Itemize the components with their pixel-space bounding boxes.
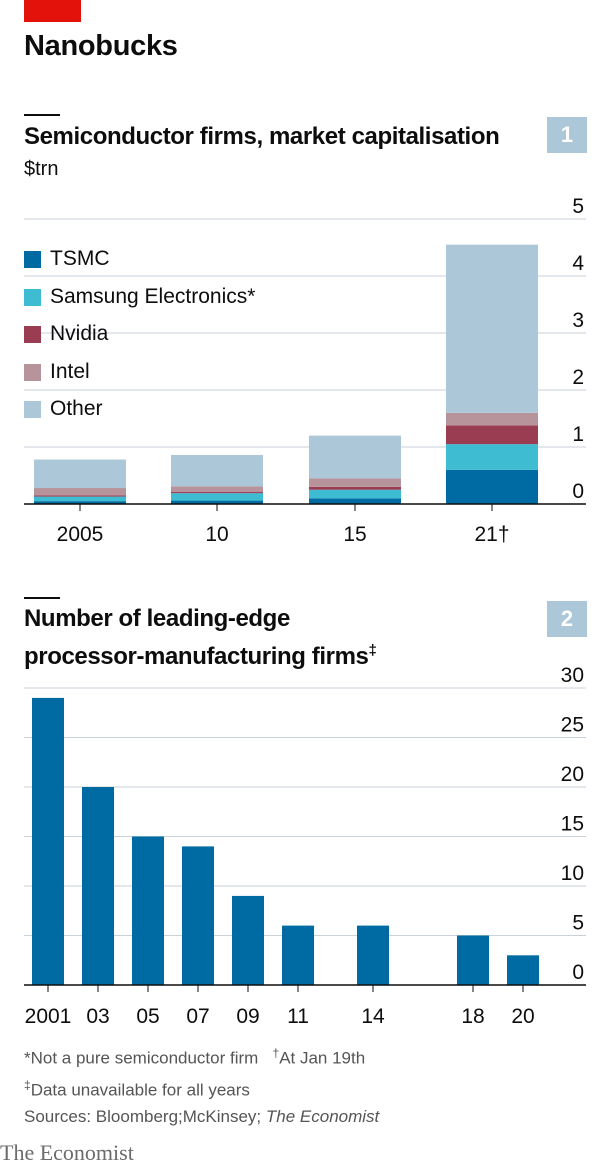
footnote-ddagger-mark: ‡ — [24, 1077, 31, 1092]
chart1-bar-segment — [34, 488, 126, 496]
chart2-title-rule — [24, 597, 60, 599]
footnote-dagger-mark: † — [272, 1046, 280, 1060]
chart2-title-line2: processor-manufacturing firms — [24, 643, 369, 670]
footnote-dagger-text: At Jan 19th — [279, 1048, 366, 1068]
footnotes: *Not a pure semiconductor firm †At Jan 1… — [24, 1040, 379, 1130]
chart1-bar-segment — [309, 486, 401, 490]
chart1-ytick-label: 3 — [572, 309, 584, 332]
chart2-bar — [282, 925, 314, 985]
chart2-bar — [182, 846, 214, 985]
chart2-xtick-label: 18 — [461, 1005, 484, 1028]
legend-swatch-nvidia — [24, 325, 41, 343]
chart2-xtick-label: 09 — [236, 1005, 259, 1028]
chart1-ytick-label: 1 — [572, 423, 584, 446]
chart1-bar-segment — [171, 500, 263, 504]
chart1-title-rule — [24, 114, 60, 116]
chart1-bar-segment — [309, 498, 401, 504]
chart2-number-badge: 2 — [547, 601, 587, 637]
chart2-ytick-label: 15 — [561, 813, 584, 836]
chart2-xtick-label: 11 — [287, 1005, 309, 1028]
chart1-bar-segment — [34, 496, 126, 502]
legend-item-samsung: Samsung Electronics* — [24, 285, 255, 309]
chart2-bar — [232, 895, 264, 985]
legend-item-nvidia: Nvidia — [24, 322, 108, 346]
chart2-xtick-label: 2001 — [25, 1005, 72, 1028]
legend-item-intel: Intel — [24, 360, 90, 384]
chart1-xtick-label: 10 — [205, 523, 228, 546]
chart2-bar — [82, 787, 114, 985]
chart1-bar-segment — [171, 493, 263, 501]
chart1-bar-segment — [446, 469, 538, 504]
chart2-bar — [357, 925, 389, 985]
chart1-bar-segment — [446, 244, 538, 413]
chart2-title: Number of leading-edge processor-manufac… — [24, 603, 377, 673]
chart2-ytick-label: 20 — [561, 763, 584, 786]
brand-red-tag — [24, 0, 81, 22]
chart1-ytick-label: 0 — [572, 480, 584, 503]
chart1-bar-segment — [171, 454, 263, 487]
chart1-bar-segment — [309, 478, 401, 487]
chart1-bar-segment — [34, 459, 126, 489]
chart2-xtick-label: 20 — [511, 1005, 534, 1028]
chart2-bar — [507, 955, 539, 985]
chart1-unit-label: $trn — [24, 158, 59, 180]
legend-label-other: Other — [50, 397, 103, 420]
chart2-xtick-label: 14 — [361, 1005, 385, 1028]
chart1-xtick-label: 21† — [474, 523, 509, 546]
chart1-number-badge: 1 — [547, 117, 587, 153]
chart1-bar-segment — [171, 492, 263, 494]
sources-italic: The Economist — [265, 1107, 380, 1127]
chart1-bar-segment — [34, 495, 126, 497]
chart2-title-line1: Number of leading-edge — [24, 605, 290, 632]
chart1-bar-segment — [446, 412, 538, 426]
chart2-bar — [457, 935, 489, 985]
chart2-xtick-label: 05 — [136, 1005, 159, 1028]
legend-swatch-tsmc — [24, 250, 41, 268]
sources-text: Sources: Bloomberg;McKinsey; — [24, 1107, 266, 1127]
chart1-ytick-label: 4 — [572, 252, 584, 275]
chart1-bar-segment — [446, 425, 538, 445]
legend-label-tsmc: TSMC — [50, 247, 110, 270]
legend-item-other: Other — [24, 397, 103, 421]
footnote-sources: Sources: Bloomberg;McKinsey; The Economi… — [24, 1103, 379, 1130]
chart2-xtick-label: 07 — [186, 1005, 209, 1028]
chart1-xtick-label: 15 — [343, 523, 366, 546]
economist-wordmark: The Economist — [0, 1140, 134, 1165]
chart2-ytick-label: 30 — [561, 664, 584, 687]
legend-label-samsung: Samsung Electronics* — [50, 285, 256, 308]
footnote-line-2: ‡Data unavailable for all years — [24, 1072, 379, 1104]
chart1-bar-segment — [446, 444, 538, 470]
footnote-not-pure: *Not a pure semiconductor firm — [24, 1048, 259, 1068]
chart2-bar — [32, 697, 64, 985]
footnote-line-1: *Not a pure semiconductor firm †At Jan 1… — [24, 1040, 379, 1072]
legend-label-nvidia: Nvidia — [50, 322, 109, 345]
legend-swatch-other — [24, 400, 41, 418]
headline: Nanobucks — [24, 30, 178, 62]
legend-item-tsmc: TSMC — [24, 247, 110, 271]
legend-swatch-intel — [24, 363, 41, 381]
chart1-bar-segment — [309, 489, 401, 499]
chart1-bar-segment — [171, 486, 263, 493]
chart2-ytick-label: 5 — [572, 912, 584, 935]
legend-label-intel: Intel — [50, 360, 90, 383]
legend-swatch-samsung — [24, 288, 41, 306]
chart1-ytick-label: 5 — [572, 195, 584, 218]
chart2-ytick-label: 10 — [561, 862, 584, 885]
chart1-xtick-label: 2005 — [57, 523, 104, 546]
chart2-ytick-label: 25 — [561, 714, 584, 737]
chart1-bar-segment — [34, 501, 126, 504]
chart2-title-footnote-mark: ‡ — [368, 642, 377, 659]
chart1-ytick-label: 2 — [572, 366, 584, 389]
chart1-bar-segment — [309, 435, 401, 479]
chart2-bar — [132, 836, 164, 985]
chart1-plot: 0 1 2 3 4 5 2005 10 15 21† — [24, 195, 586, 546]
footnote-ddagger-text: Data unavailable for all years — [30, 1080, 250, 1100]
chart1-title: Semiconductor firms, market capitalisati… — [24, 123, 500, 150]
chart2-xtick-label: 03 — [86, 1005, 109, 1028]
chart2-ytick-label: 0 — [572, 961, 584, 984]
